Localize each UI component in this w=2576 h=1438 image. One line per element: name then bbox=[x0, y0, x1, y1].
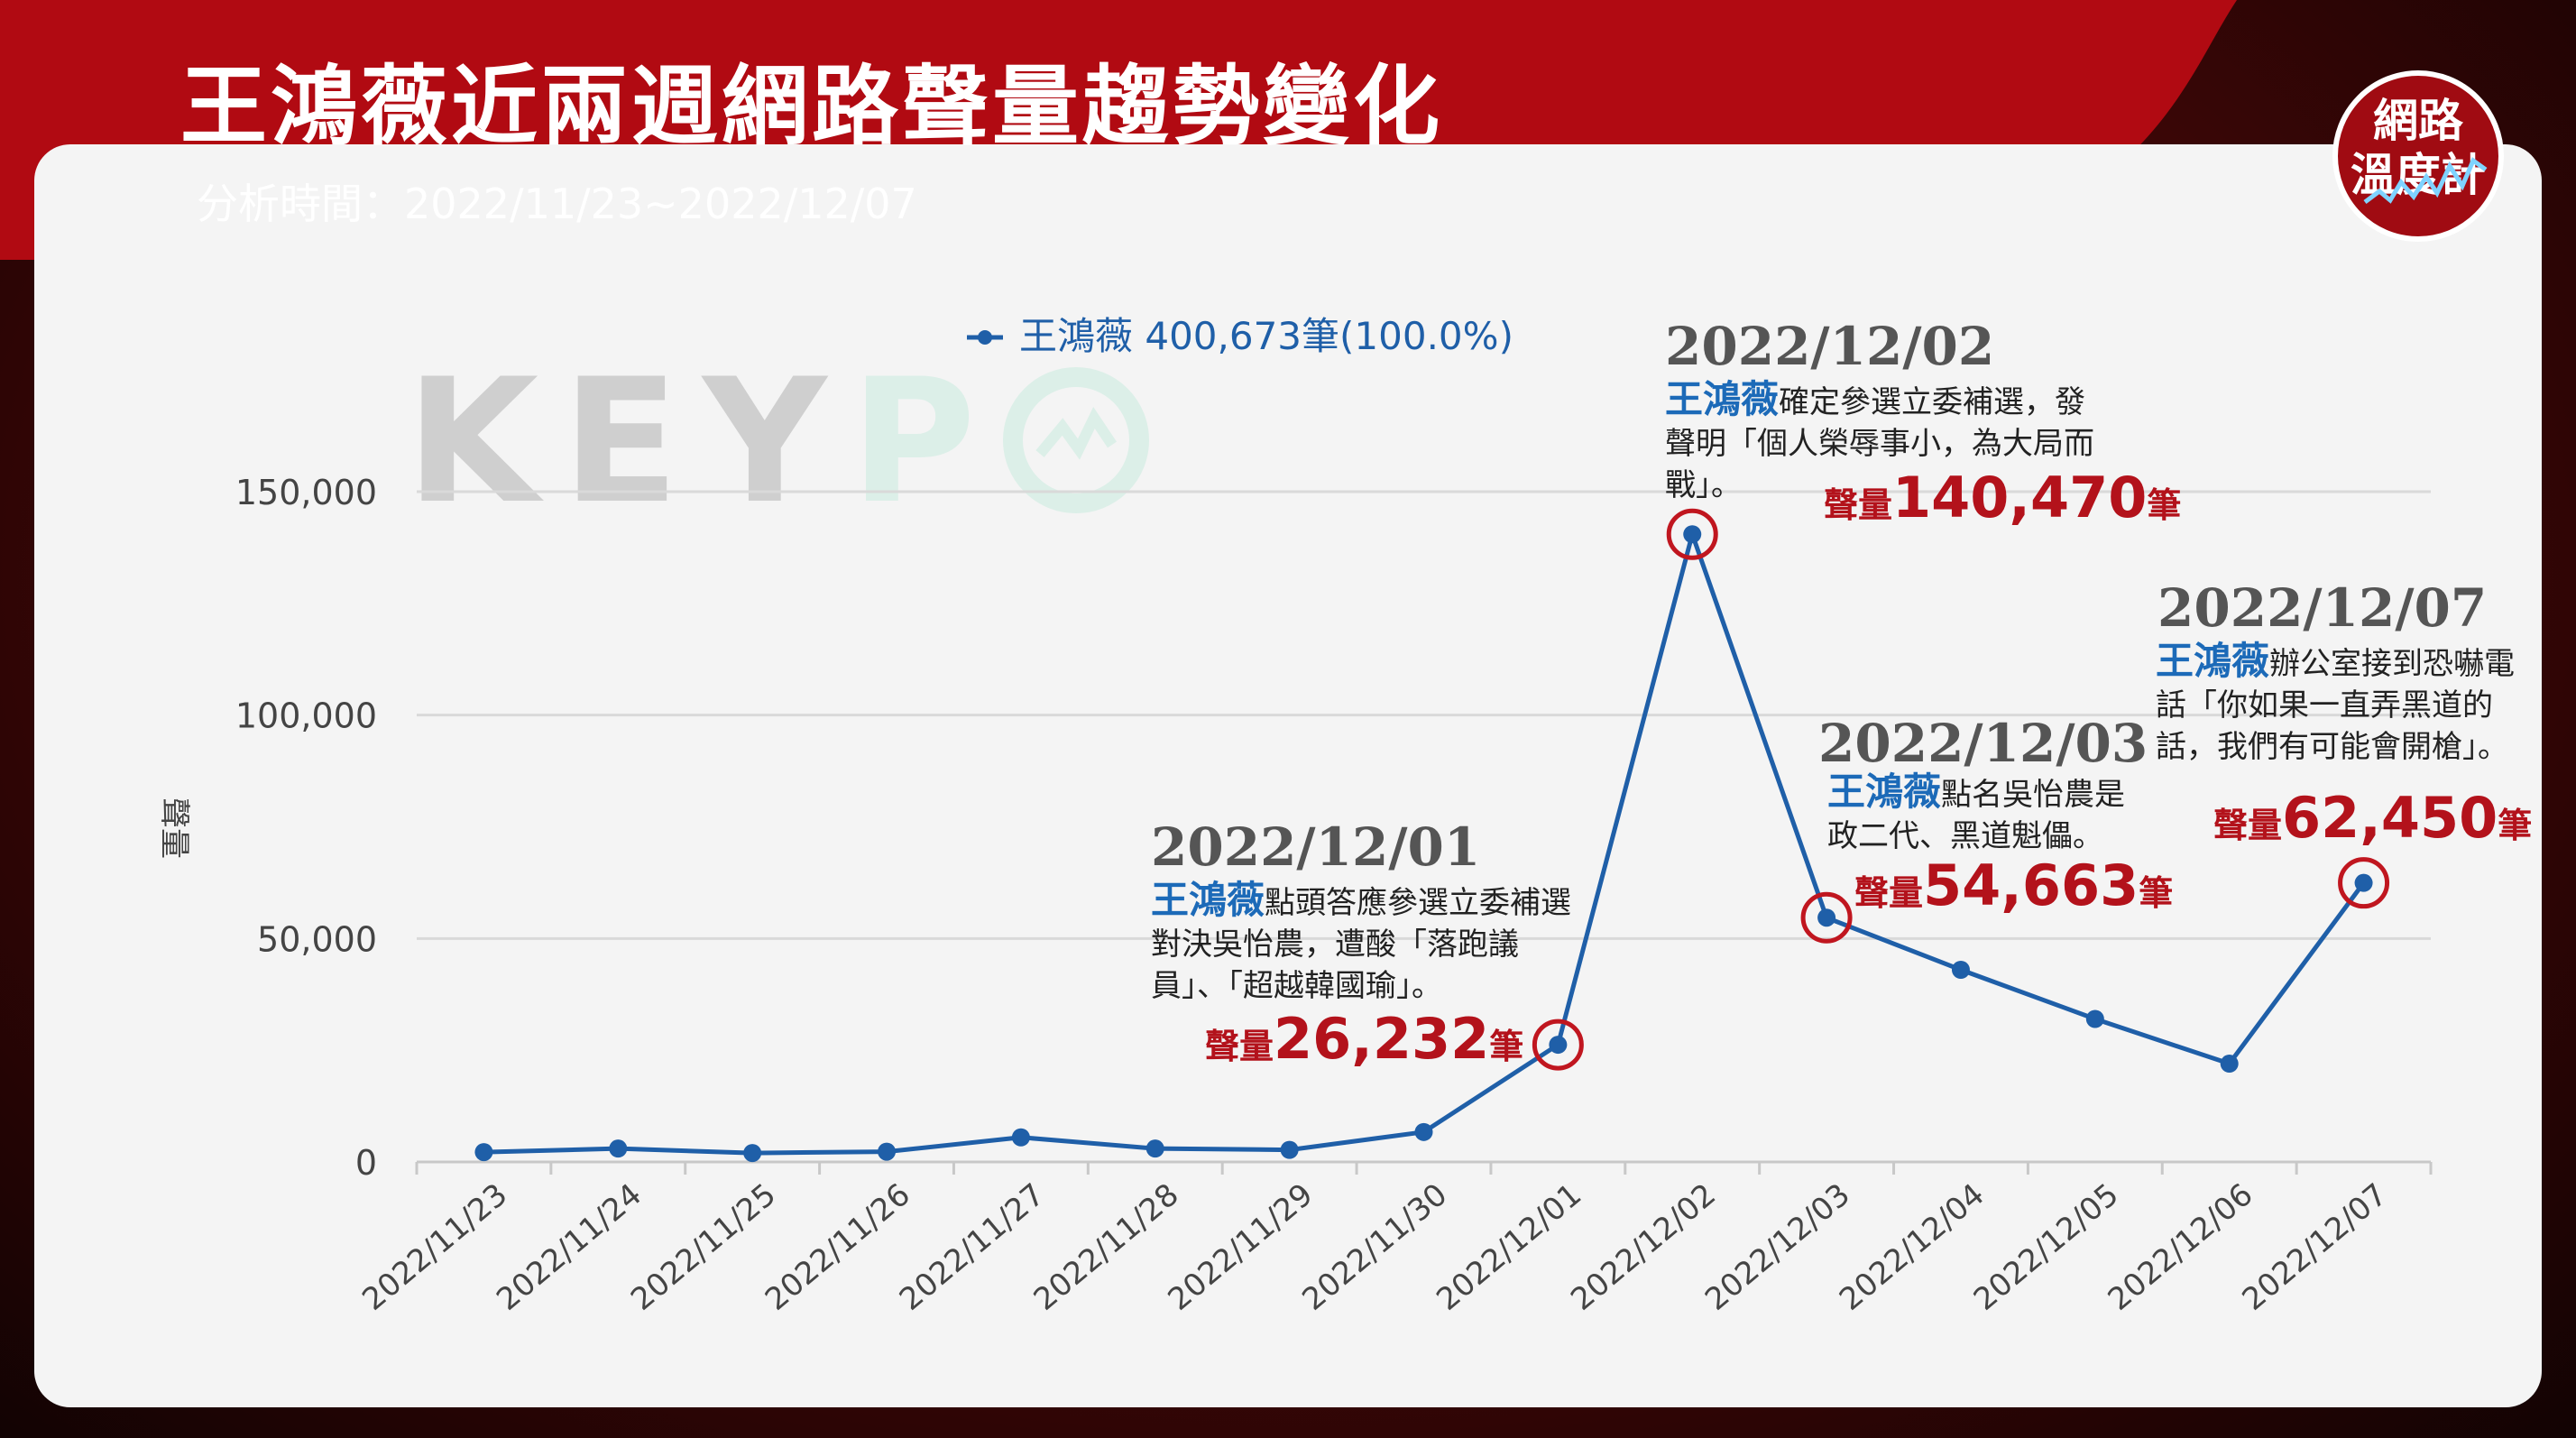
annotation-vol-label: 聲量 bbox=[1824, 485, 1893, 525]
annotation-person: 王鴻薇 bbox=[1827, 770, 1942, 814]
x-tick-label: 2022/12/07 bbox=[2236, 1176, 2395, 1318]
annotation-text: 王鴻薇辦公室接到恐嚇電話「你如果一直弄黑道的話，我們有可能會開槍」。 bbox=[2156, 641, 2516, 768]
annotation-body: 點頭答應參選立委補選對決吳怡農，遭酸「落跑議員」、「超越韓國瑜」。 bbox=[1151, 885, 1572, 1004]
badge-line-1: 網路 bbox=[2373, 95, 2463, 147]
x-tick-label: 2022/12/03 bbox=[1698, 1176, 1857, 1318]
annotation-text: 王鴻薇確定參選立委補選，發聲明「個人榮辱事小，為大局而戰」。 bbox=[1665, 379, 2098, 506]
keypo-logo-icon bbox=[1002, 367, 1149, 513]
thermometer-badge: 網路 溫度計 bbox=[2332, 70, 2504, 242]
annotation-vol-unit: 筆 bbox=[2498, 806, 2533, 845]
x-tick-label: 2022/12/02 bbox=[1564, 1176, 1723, 1318]
y-tick-label: 150,000 bbox=[235, 473, 377, 512]
annotation-vol-num: 62,450 bbox=[2282, 785, 2498, 851]
legend-label: 王鴻薇 400,673筆(100.0%) bbox=[1019, 314, 1513, 358]
data-point bbox=[2220, 1055, 2239, 1074]
annotation-body: 點名吳怡農是政二代、黑道魁儡。 bbox=[1827, 777, 2126, 854]
annotation-person: 王鴻薇 bbox=[1151, 878, 1265, 922]
annotation-person: 王鴻薇 bbox=[1665, 377, 1780, 421]
x-tick-label: 2022/12/05 bbox=[1967, 1176, 2126, 1318]
annotation-vol-unit: 筆 bbox=[2139, 873, 2174, 913]
annotation-vol-num: 26,232 bbox=[1274, 1006, 1490, 1072]
x-tick-label: 2022/11/25 bbox=[624, 1176, 783, 1318]
data-point bbox=[2085, 1009, 2104, 1028]
data-point bbox=[609, 1139, 628, 1158]
x-tick-label: 2022/11/23 bbox=[355, 1176, 514, 1318]
data-point bbox=[1011, 1128, 1030, 1147]
x-tick-label: 2022/12/04 bbox=[1833, 1176, 1992, 1318]
annotation-vol-label: 聲量 bbox=[2213, 806, 2283, 845]
annotation-vol-unit: 筆 bbox=[1489, 1027, 1524, 1066]
annotation-vol-unit: 筆 bbox=[2147, 485, 2182, 525]
y-tick-label: 100,000 bbox=[235, 696, 377, 736]
annotation-date: 2022/12/07 bbox=[2157, 577, 2488, 639]
data-point bbox=[1414, 1122, 1433, 1141]
y-tick-label: 50,000 bbox=[257, 919, 377, 959]
data-point bbox=[1549, 1036, 1568, 1055]
data-point bbox=[878, 1142, 897, 1161]
annotation-volume: 聲量62,450筆 bbox=[2213, 785, 2532, 851]
page-title: 王鴻薇近兩週網路聲量趨勢變化 bbox=[180, 56, 1443, 157]
x-tick-label: 2022/11/28 bbox=[1027, 1176, 1186, 1318]
x-tick-label: 2022/11/26 bbox=[759, 1176, 917, 1318]
annotation-vol-num: 140,470 bbox=[1892, 465, 2148, 530]
annotation-vol-label: 聲量 bbox=[1205, 1027, 1274, 1066]
highlight-ring bbox=[2338, 857, 2390, 909]
y-tick-label: 0 bbox=[355, 1143, 377, 1183]
x-tick-label: 2022/11/24 bbox=[490, 1176, 649, 1318]
data-point bbox=[743, 1144, 762, 1163]
chart-card bbox=[34, 144, 2542, 1407]
x-tick-label: 2022/11/30 bbox=[1295, 1176, 1454, 1318]
annotation-volume: 聲量26,232筆 bbox=[1205, 1006, 1523, 1072]
highlight-ring bbox=[1666, 508, 1718, 560]
annotation-date: 2022/12/03 bbox=[1818, 713, 2148, 774]
data-point bbox=[1817, 908, 1836, 927]
data-point bbox=[1683, 525, 1702, 544]
annotation-text: 王鴻薇點頭答應參選立委補選對決吳怡農，遭酸「落跑議員」、「超越韓國瑜」。 bbox=[1151, 880, 1584, 1007]
x-tick-label: 2022/12/06 bbox=[2102, 1176, 2260, 1318]
annotation-vol-num: 54,663 bbox=[1923, 853, 2139, 918]
analysis-period: 分析時間：2022/11/23~2022/12/07 bbox=[197, 180, 917, 228]
data-point bbox=[2354, 873, 2373, 892]
highlight-ring bbox=[1800, 891, 1853, 944]
y-axis-title: 聲量 bbox=[156, 797, 192, 859]
annotation-volume: 聲量54,663筆 bbox=[1854, 853, 2173, 918]
annotation-date: 2022/12/01 bbox=[1151, 816, 1481, 878]
data-point bbox=[1280, 1140, 1299, 1159]
annotation-person: 王鴻薇 bbox=[2156, 639, 2270, 683]
highlight-ring bbox=[1532, 1019, 1584, 1071]
trend-line-icon bbox=[2363, 157, 2488, 204]
x-tick-label: 2022/11/27 bbox=[893, 1176, 1052, 1318]
annotation-body: 辦公室接到恐嚇電話「你如果一直弄黑道的話，我們有可能會開槍」。 bbox=[2156, 646, 2516, 765]
annotation-vol-label: 聲量 bbox=[1854, 873, 1924, 913]
data-point bbox=[1951, 961, 1970, 980]
annotation-date: 2022/12/02 bbox=[1665, 316, 1995, 377]
x-tick-label: 2022/11/29 bbox=[1162, 1176, 1320, 1318]
legend-marker bbox=[978, 330, 992, 345]
x-tick-label: 2022/12/01 bbox=[1430, 1176, 1588, 1318]
annotation-body: 確定參選立委補選，發聲明「個人榮辱事小，為大局而戰」。 bbox=[1665, 384, 2094, 503]
annotation-volume: 聲量140,470筆 bbox=[1824, 465, 2181, 530]
data-point bbox=[1145, 1139, 1164, 1158]
data-point bbox=[474, 1143, 493, 1162]
keypo-watermark: KEYP bbox=[406, 356, 1153, 528]
annotation-text: 王鴻薇點名吳怡農是政二代、黑道魁儡。 bbox=[1827, 771, 2152, 857]
